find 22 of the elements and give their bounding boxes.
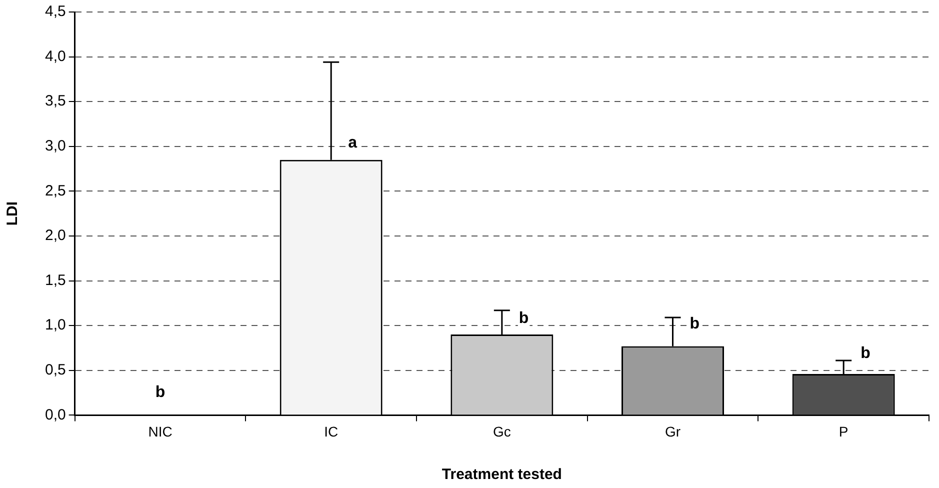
annotation: b (690, 315, 700, 332)
y-tick-label: 0,0 (44, 406, 66, 424)
y-tick-label: 1,5 (44, 272, 66, 289)
y-tick-label: 3,0 (44, 138, 66, 155)
x-tick-label: IC (324, 423, 338, 440)
y-tick-label: 3,5 (44, 92, 66, 110)
y-tick-label: 0,5 (44, 362, 66, 379)
annotation: b (860, 344, 871, 362)
x-tick-label: NIC (148, 423, 172, 440)
x-tick-label: Gr (664, 423, 681, 440)
y-tick-label: 4,5 (44, 3, 66, 20)
y-tick-label: 2,0 (44, 227, 66, 244)
x-axis-title: Treatment tested (442, 466, 562, 484)
y-tick-label: 4,0 (44, 48, 66, 65)
annotation: b (518, 310, 529, 327)
y-tick-label: 2,5 (44, 182, 66, 200)
annotation: b (155, 384, 166, 402)
y-axis-title: LDI (4, 202, 22, 226)
x-tick-label: P (838, 423, 848, 440)
x-tick-label: Gc (492, 423, 511, 440)
annotation: a (348, 134, 358, 152)
y-tick-label: 1,0 (44, 316, 66, 334)
